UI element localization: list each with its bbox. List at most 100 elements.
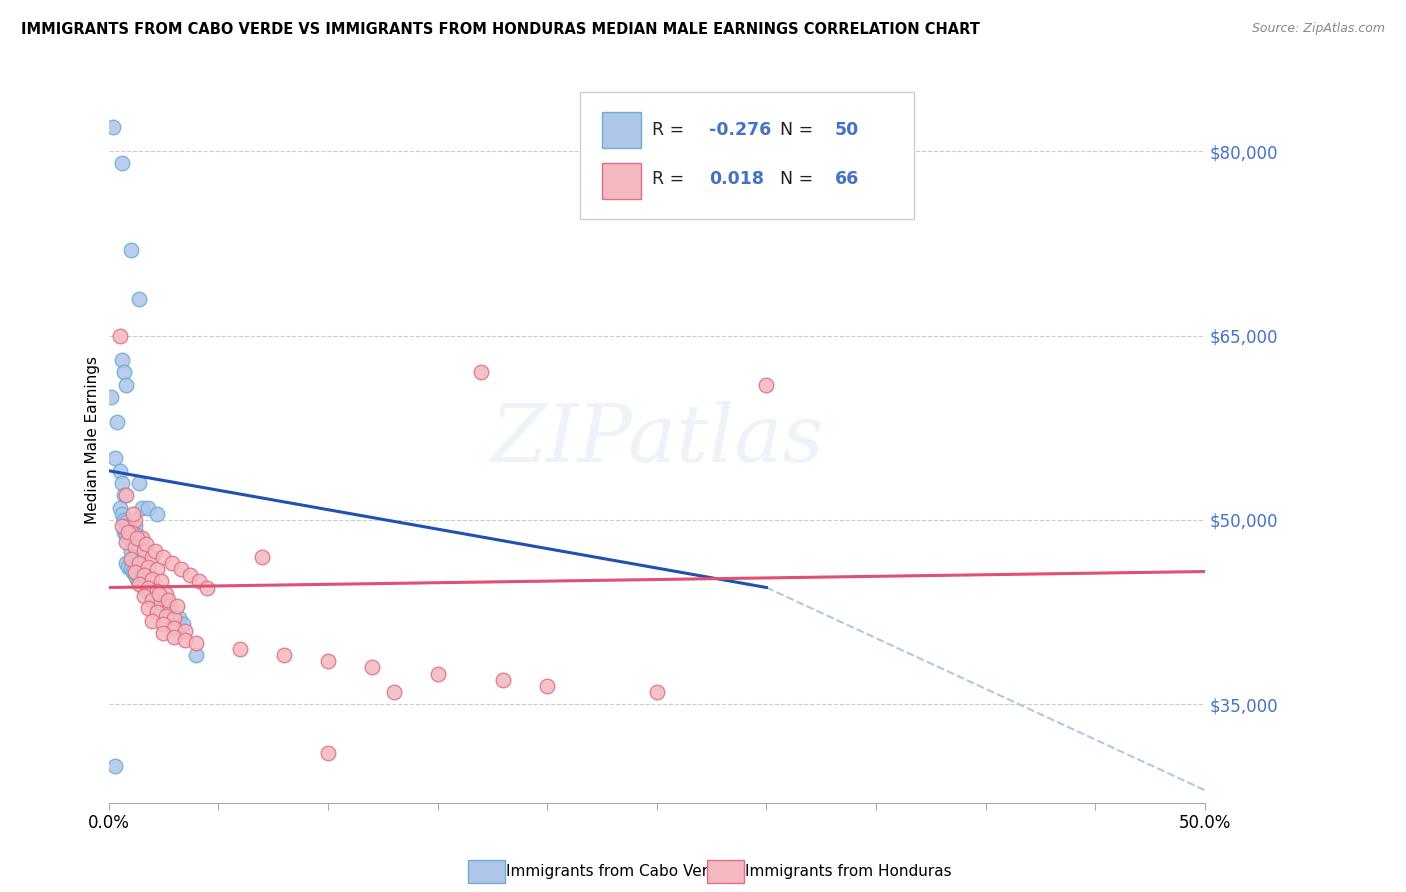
Point (117, 525, 139, 540)
Point (166, 599, 188, 613)
Point (131, 577, 153, 591)
Point (141, 587, 163, 601)
Point (141, 549, 163, 564)
Point (187, 574, 209, 589)
Point (100, 390, 122, 404)
Point (382, 685, 405, 699)
Point (146, 592, 169, 607)
Point (117, 519, 139, 533)
Point (124, 540, 146, 554)
Point (179, 568, 201, 582)
Point (127, 532, 149, 546)
Point (150, 574, 173, 589)
Point (128, 476, 150, 491)
Point (112, 366, 135, 380)
Text: Immigrants from Cabo Verde: Immigrants from Cabo Verde (506, 864, 727, 879)
Point (120, 243, 142, 257)
Point (163, 630, 186, 644)
Point (156, 592, 179, 607)
Point (152, 597, 174, 611)
Point (172, 617, 194, 632)
Point (101, 120, 124, 134)
Point (316, 654, 339, 668)
Point (167, 611, 190, 625)
Point (163, 621, 186, 635)
Point (132, 589, 155, 603)
Point (111, 476, 134, 491)
Point (107, 415, 129, 429)
Point (316, 747, 339, 761)
Point (124, 565, 146, 579)
Point (120, 543, 142, 558)
Text: N =: N = (780, 170, 818, 188)
Point (132, 543, 155, 558)
Text: 50: 50 (834, 120, 859, 138)
Point (127, 527, 149, 541)
Point (146, 584, 169, 599)
Point (128, 556, 150, 570)
Point (131, 500, 153, 515)
Point (136, 500, 159, 515)
Point (124, 513, 146, 527)
Point (127, 572, 149, 586)
Point (112, 525, 135, 540)
Point (155, 608, 177, 623)
Point (115, 516, 138, 530)
Point (108, 328, 131, 343)
Point (124, 519, 146, 533)
Point (141, 572, 163, 586)
Point (132, 581, 155, 595)
Point (229, 642, 252, 657)
Point (121, 565, 143, 579)
Point (115, 377, 138, 392)
Point (146, 562, 169, 576)
Point (112, 488, 135, 502)
Point (141, 614, 163, 628)
Point (136, 601, 159, 615)
Point (156, 599, 179, 613)
Point (141, 592, 163, 607)
Point (148, 587, 170, 601)
Point (186, 648, 208, 662)
Text: R =: R = (652, 170, 690, 188)
Point (136, 581, 159, 595)
Text: IMMIGRANTS FROM CABO VERDE VS IMMIGRANTS FROM HONDURAS MEDIAN MALE EARNINGS CORR: IMMIGRANTS FROM CABO VERDE VS IMMIGRANTS… (21, 22, 980, 37)
Point (111, 156, 134, 170)
Point (155, 587, 177, 601)
Point (152, 549, 174, 564)
Point (174, 633, 197, 648)
Point (273, 648, 295, 662)
FancyBboxPatch shape (602, 112, 641, 148)
Point (360, 660, 382, 674)
Point (111, 519, 134, 533)
Point (115, 488, 138, 502)
Point (120, 525, 142, 540)
Point (470, 366, 492, 380)
Text: Source: ZipAtlas.com: Source: ZipAtlas.com (1251, 22, 1385, 36)
Point (115, 556, 138, 570)
Point (152, 626, 174, 640)
Point (115, 535, 138, 549)
Point (117, 532, 139, 546)
Point (124, 568, 146, 582)
Text: ZIPatlas: ZIPatlas (491, 401, 824, 479)
Point (104, 451, 127, 466)
Point (174, 624, 197, 638)
Point (170, 562, 193, 576)
Point (121, 537, 143, 551)
Point (163, 611, 186, 625)
Text: 66: 66 (834, 170, 859, 188)
Point (120, 552, 142, 566)
Point (124, 549, 146, 564)
Point (132, 568, 155, 582)
Point (121, 507, 143, 521)
Point (108, 500, 131, 515)
Point (426, 666, 449, 681)
Point (755, 377, 778, 392)
Point (250, 549, 273, 564)
Point (146, 507, 169, 521)
Point (128, 292, 150, 306)
Point (135, 584, 157, 599)
Point (492, 673, 515, 687)
Point (128, 574, 150, 589)
